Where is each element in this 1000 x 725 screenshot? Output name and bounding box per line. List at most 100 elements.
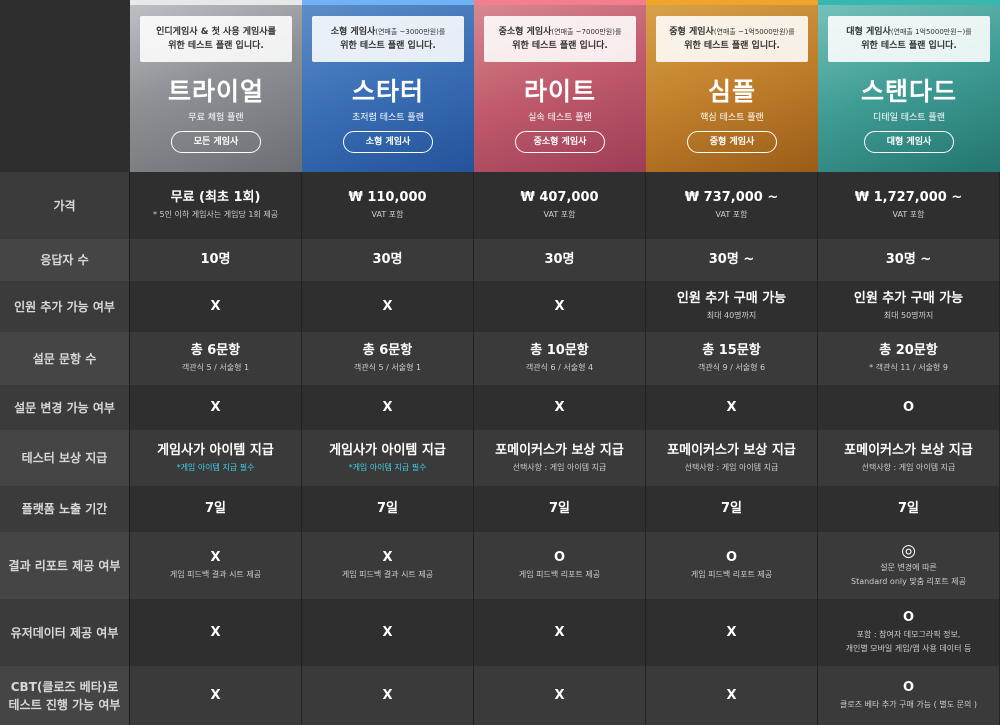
table-cell: X [302, 281, 474, 332]
row-label-text: 인원 추가 가능 여부 [14, 298, 115, 316]
row-label-line1: 설문 변경 가능 여부 [14, 400, 115, 415]
table-cell: X [474, 599, 646, 666]
plan-name: 심플 [707, 77, 756, 106]
table-cell: X [646, 385, 818, 430]
cell-value: O [553, 550, 566, 565]
plan-header-lite: 중소형 게임사(연매출 ~7000만원)를 위한 테스트 플랜 입니다. 라이트 실속… [474, 0, 646, 172]
table-cell: X 게임 피드백 결과 시트 제공 [302, 532, 474, 599]
plan-target-button[interactable]: 중소형 게임사 [515, 131, 605, 153]
plan-subtitle: 무료 체험 플랜 [188, 113, 244, 123]
cell-value: X [210, 624, 221, 640]
table-cell: 총 20문항 * 객관식 11 / 서술형 9 [818, 332, 1000, 385]
plan-target-button[interactable]: 모든 게임사 [171, 131, 261, 153]
cell-value: ₩ 737,000 ~ [684, 190, 779, 205]
cell-value: 30명 [372, 252, 403, 267]
cell-value: 30명 ~ [708, 252, 755, 267]
cell-value: 7일 [376, 501, 398, 516]
table-cell: 7일 [646, 486, 818, 532]
plan-subtitle: 핵심 테스트 플랜 [700, 113, 764, 123]
cell-note: 선택사항 : 게임 아이템 지급 [861, 462, 956, 472]
table-cell: X 게임 피드백 결과 시트 제공 [130, 532, 302, 599]
cell-value: 게임사가 아이템 지급 [157, 442, 274, 458]
plan-description-box: 소형 게임사(연매출 ~3000만원)를 위한 테스트 플랜 입니다. [312, 16, 464, 62]
cell-value: X [726, 399, 737, 415]
plan-description-box: 중소형 게임사(연매출 ~7000만원)를 위한 테스트 플랜 입니다. [484, 16, 636, 62]
plan-name: 스탠다드 [860, 77, 957, 106]
table-cell: 30명 ~ [818, 239, 1000, 281]
plan-description-box: 인디게임사 & 첫 사용 게임사를 위한 테스트 플랜 입니다. [140, 16, 292, 62]
table-cell: 총 15문항 객관식 9 / 서술형 6 [646, 332, 818, 385]
plan-description-box: 대형 게임사(연매출 1억5000만원~)를 위한 테스트 플랜 입니다. [828, 16, 990, 62]
plan-description-revenue-note: (연매출 ~1억5000만원)를 [713, 28, 795, 36]
cell-value: X [726, 624, 737, 640]
row-label: 인원 추가 가능 여부 [0, 281, 130, 332]
table-cell: 7일 [474, 486, 646, 532]
cell-note: 게임 피드백 리포트 제공 [690, 570, 773, 579]
table-cell: 30명 [302, 239, 474, 281]
cell-value: 7일 [720, 501, 742, 516]
table-cell: O 게임 피드백 리포트 제공 [646, 532, 818, 599]
plan-target-button[interactable]: 대형 게임사 [864, 131, 954, 153]
table-cell: 7일 [130, 486, 302, 532]
plan-accent-bar [302, 0, 474, 5]
row-label: 가격 [0, 172, 130, 239]
cell-value: X [382, 550, 393, 565]
row-label-line2: 테스트 진행 가능 여부 [8, 697, 121, 712]
cell-value: X [726, 687, 737, 703]
plan-description-line1: 대형 게임사(연매출 1억5000만원~)를 [828, 25, 990, 39]
row-label-text: 가격 [53, 197, 75, 215]
plan-description-target: 중소형 게임사 [498, 27, 552, 37]
cell-note: VAT 포함 [371, 210, 404, 219]
table-cell: X [130, 281, 302, 332]
cell-note: 최대 40명까지 [706, 311, 757, 320]
table-cell: 총 6문항 객관식 5 / 서술형 1 [130, 332, 302, 385]
table-cell: 30명 [474, 239, 646, 281]
cell-value: X [554, 298, 565, 314]
cell-note: VAT 포함 [892, 210, 925, 219]
table-cell: O 포함 : 참여자 데모그라픽 정보, 개인별 모바일 게임/앱 사용 데이터 등 [818, 599, 1000, 666]
plan-accent-bar [474, 0, 646, 5]
table-cell: 인원 추가 구매 가능 최대 50명까지 [818, 281, 1000, 332]
row-label-text: 플랫폼 노출 기간 [22, 500, 108, 518]
plan-target-button[interactable]: 소형 게임사 [343, 131, 433, 153]
plan-name: 스타터 [351, 77, 424, 106]
plan-subtitle: 실속 테스트 플랜 [528, 113, 592, 123]
plan-accent-bar [130, 0, 302, 5]
plan-header-starter: 소형 게임사(연매출 ~3000만원)를 위한 테스트 플랜 입니다. 스타터 초저렴… [302, 0, 474, 172]
row-label-line1: 인원 추가 가능 여부 [14, 299, 115, 314]
plan-description-line1: 인디게임사 & 첫 사용 게임사를 [140, 25, 292, 39]
cell-value: 포메이커스가 보상 지급 [844, 442, 973, 458]
table-corner [0, 0, 130, 172]
row-label: 응답자 수 [0, 239, 130, 281]
row-label: 결과 리포트 제공 여부 [0, 532, 130, 599]
table-cell: X [646, 599, 818, 666]
cell-value: 7일 [548, 501, 570, 516]
cell-value: X [554, 687, 565, 703]
table-cell: O 게임 피드백 리포트 제공 [474, 532, 646, 599]
double-circle-icon: ◎ [901, 541, 916, 561]
plan-target-button[interactable]: 중형 게임사 [687, 131, 777, 153]
table-cell: X [474, 281, 646, 332]
cell-value: X [210, 550, 221, 565]
cell-value: 총 20문항 [879, 343, 938, 358]
table-cell: X [474, 385, 646, 430]
cell-value: 인원 추가 구매 가능 [853, 291, 964, 306]
plan-description-box: 중형 게임사(연매출 ~1억5000만원)를 위한 테스트 플랜 입니다. [656, 16, 808, 62]
cell-note: 객관식 5 / 서술형 1 [181, 363, 250, 372]
row-label-text: 설문 문항 수 [33, 350, 97, 368]
row-label-text: 응답자 수 [40, 251, 88, 269]
cell-value: 총 10문항 [530, 343, 589, 358]
table-cell: X [302, 666, 474, 725]
table-cell: ◎ 설문 변경에 따른 Standard only 맞춤 리포트 제공 [818, 532, 1000, 599]
plan-description-line2: 위한 테스트 플랜 입니다. [684, 41, 780, 51]
cell-value: 10명 [200, 252, 231, 267]
row-label-line1: CBT(클로즈 베타)로 [10, 679, 119, 694]
cell-value: 총 6문항 [362, 343, 413, 358]
table-cell: X [130, 599, 302, 666]
cell-value: X [382, 687, 393, 703]
table-cell: O 클로즈 베타 추가 구매 가능 ( 별도 문의 ) [818, 666, 1000, 725]
cell-note: 설문 변경에 따른 [880, 563, 937, 572]
